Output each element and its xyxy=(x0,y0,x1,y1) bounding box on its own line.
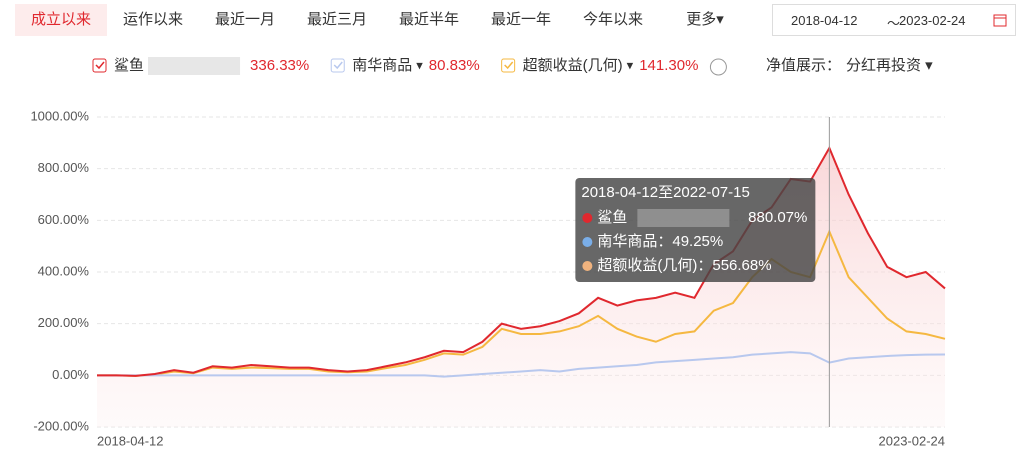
blur xyxy=(637,209,730,227)
legend-checkbox xyxy=(330,58,345,73)
line xyxy=(97,228,946,377)
calendar-icon xyxy=(993,14,1007,27)
legend-check xyxy=(95,61,105,70)
tooltip-label: 南华商品：49.25% xyxy=(597,233,723,250)
help-icon xyxy=(709,58,727,76)
tooltip-value: 880.07% xyxy=(748,209,807,226)
tab[interactable]: 今年以来 xyxy=(582,11,643,28)
y-tick-label: 200.00% xyxy=(38,315,90,330)
x-tick-label: 2023-02-24 xyxy=(879,433,946,448)
legend-name: 南华商品 xyxy=(352,57,412,74)
tab[interactable]: 更多▾ xyxy=(686,11,724,28)
tab-bar: 成立以来 运作以来 最近一月 最近三月 最近半年 最近一年 今年以来 更多▾ xyxy=(15,4,751,36)
legend-item[interactable]: 鲨鱼 336.33% xyxy=(92,56,309,75)
area xyxy=(97,147,945,427)
date-range[interactable]: 2018-04-12 ～ 2023-02-24 xyxy=(772,4,1016,36)
tab[interactable]: 最近半年 xyxy=(398,11,459,28)
legend-suffix: ▾ xyxy=(627,57,634,72)
tab[interactable]: 成立以来 xyxy=(15,4,107,36)
tab[interactable]: 运作以来 xyxy=(122,11,183,28)
legend-checkbox xyxy=(501,58,516,73)
legend-return: 80.83% xyxy=(429,57,480,74)
tooltip-label: 超额收益(几何)：556.68% xyxy=(597,257,771,274)
line xyxy=(97,351,946,378)
date-sep: ～ xyxy=(887,16,901,31)
tooltip-dot xyxy=(582,261,593,271)
tab[interactable]: 最近一月 xyxy=(214,11,275,28)
y-tick-label: 1000.00% xyxy=(30,108,89,123)
legend-check xyxy=(333,61,343,70)
legend-item[interactable]: 超额收益(几何) ▾ 141.30% xyxy=(501,57,699,74)
tooltip-box xyxy=(575,178,816,282)
legend-item[interactable]: 南华商品 ▾ 80.83% xyxy=(330,57,480,74)
y-tick-label: -200.00% xyxy=(33,418,89,433)
x-tick-label: 2018-04-12 xyxy=(97,433,164,448)
tooltip-title: 2018-04-12至2022-07-15 xyxy=(581,184,749,201)
legend-return: 336.33% xyxy=(250,57,309,74)
y-tick-label: 400.00% xyxy=(38,263,90,278)
tooltip-dot xyxy=(582,237,593,247)
display-label: 净值展示： xyxy=(766,57,841,74)
display-value[interactable]: 分红再投资 ▾ xyxy=(846,57,933,74)
blur xyxy=(148,57,241,75)
legend-suffix: ▾ xyxy=(416,57,423,72)
y-tick-label: 0.00% xyxy=(52,367,89,382)
y-tick-label: 800.00% xyxy=(38,160,90,175)
tab[interactable]: 最近三月 xyxy=(306,11,367,28)
legend-checkbox xyxy=(92,58,107,73)
tooltip-label: 鲨鱼 xyxy=(597,208,627,226)
date-start: 2018-04-12 xyxy=(791,13,858,28)
tab[interactable]: 最近一年 xyxy=(490,11,551,28)
tooltip-dot xyxy=(582,213,593,223)
line xyxy=(97,145,946,377)
legend-check xyxy=(504,61,514,70)
date-end: 2023-02-24 xyxy=(899,13,966,28)
legend-name: 鲨鱼 xyxy=(114,56,144,74)
y-tick-label: 600.00% xyxy=(38,212,90,227)
legend-name: 超额收益(几何) xyxy=(523,57,623,74)
legend-return: 141.30% xyxy=(639,57,698,74)
